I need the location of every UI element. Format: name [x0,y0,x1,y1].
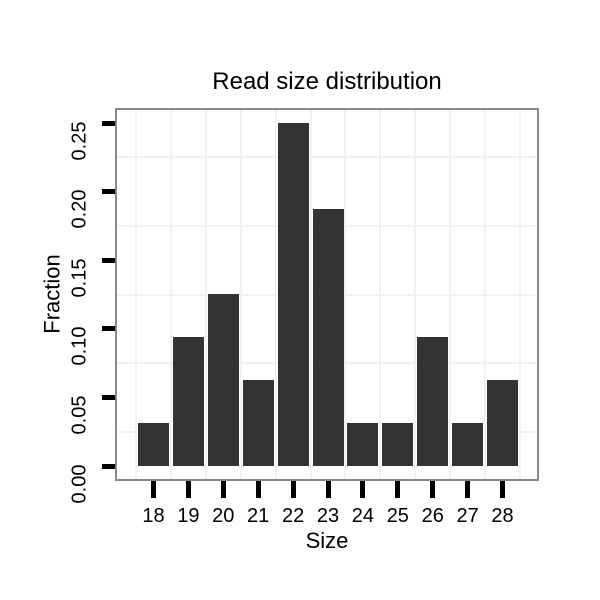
y-tick [102,189,115,195]
x-tick-label: 28 [491,505,514,527]
x-tick [465,481,471,498]
chart-title: Read size distribution [212,68,442,95]
y-tick-label: 0.05 [67,395,90,435]
x-tick [395,481,401,498]
bar-size-23 [312,209,344,466]
x-tick [290,481,296,498]
x-tick-label: 19 [177,505,200,527]
bar-size-19 [172,337,204,466]
x-tick-label: 26 [421,505,444,527]
bar-size-20 [207,294,239,466]
x-axis-label: Size [305,528,349,553]
bar-size-25 [382,423,414,466]
x-tick-label: 27 [456,505,479,527]
x-tick [430,481,436,498]
y-tick-label: 0.10 [67,326,90,366]
x-tick-label: 25 [386,505,409,527]
bar-size-18 [137,423,169,466]
x-tick-label: 24 [351,505,375,527]
y-tick-label: 0.15 [67,258,90,298]
x-tick-label: 18 [142,505,165,527]
y-tick [102,257,115,263]
y-axis-label: Fraction [39,254,65,334]
y-tick [102,120,115,126]
x-tick-label: 21 [247,505,270,527]
bar-size-22 [277,123,309,466]
x-tick [325,481,331,498]
bar-size-26 [417,337,449,466]
horizontal-gridline [117,156,537,159]
bar-size-27 [452,423,484,466]
bar-size-21 [242,380,274,466]
y-tick [102,326,115,332]
x-tick [255,481,261,498]
bar-size-28 [487,380,519,466]
plot-panel [115,108,539,481]
x-tick-label: 23 [316,505,340,527]
bar-size-24 [347,423,379,466]
y-tick [102,394,115,400]
x-tick-label: 22 [281,505,305,527]
y-tick-label: 0.00 [67,464,90,503]
y-tick [102,463,115,469]
x-tick-label: 20 [212,505,235,527]
x-tick [150,481,156,498]
x-tick [500,481,506,498]
y-tick-label: 0.25 [67,121,90,160]
x-tick [220,481,226,498]
y-tick-label: 0.20 [67,189,90,229]
x-tick [360,481,366,498]
x-tick [185,481,191,498]
